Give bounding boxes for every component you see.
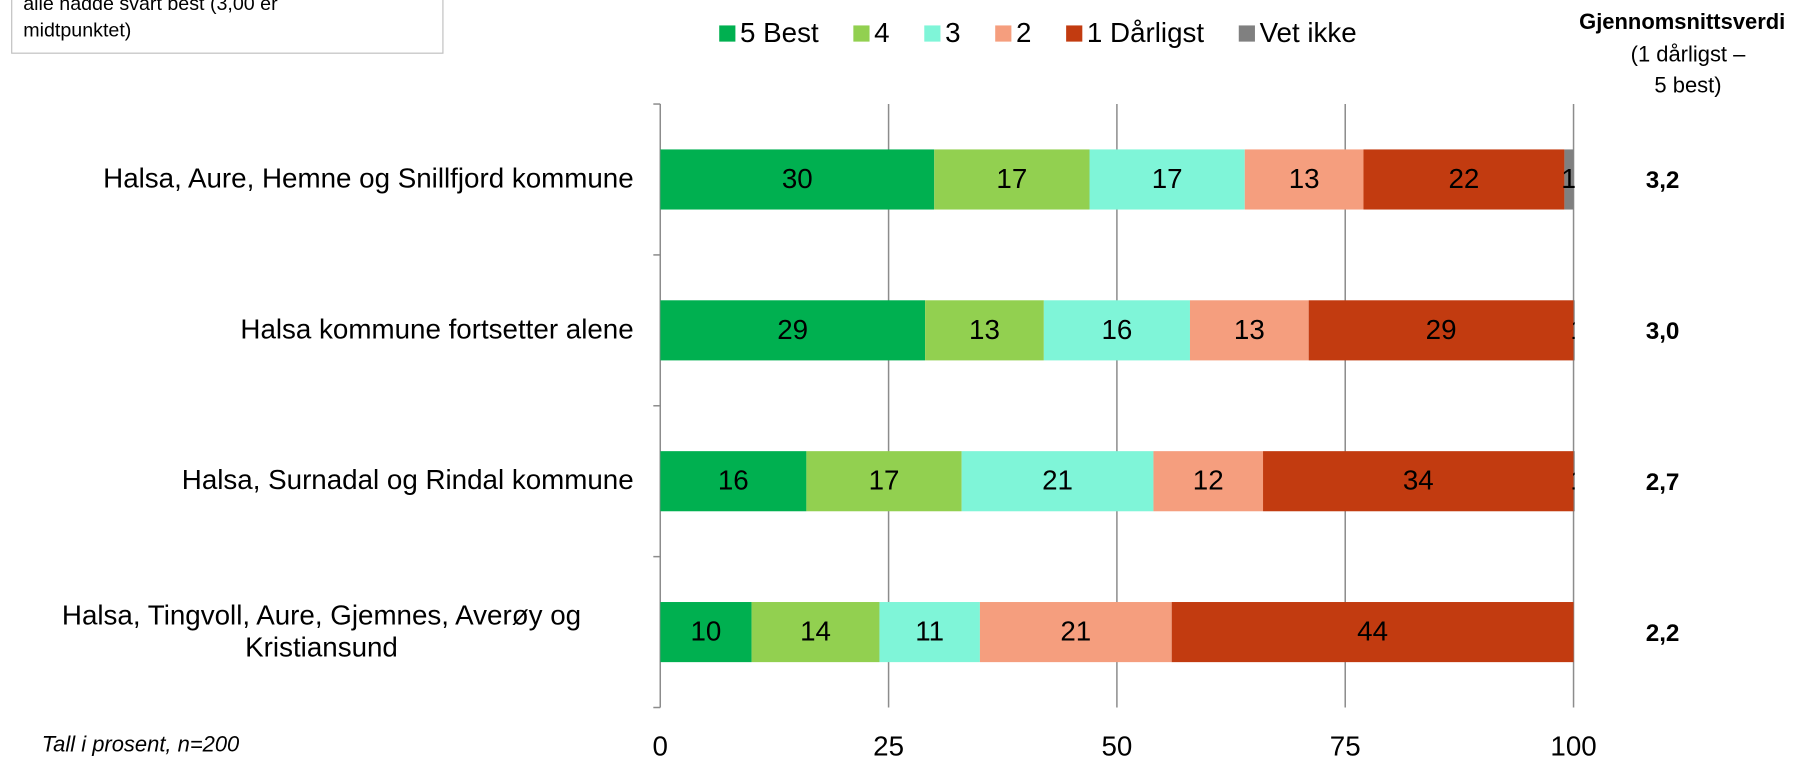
- bar-segment: [934, 149, 1090, 210]
- bar-segment: [806, 451, 962, 512]
- bar-segment: [1244, 149, 1364, 210]
- bar-segment: [1171, 602, 1574, 663]
- data-label: 34: [1403, 465, 1434, 496]
- data-label: 13: [1234, 314, 1265, 345]
- note-text: alle hadde svart best (3,00 er: [23, 0, 278, 15]
- data-label: 10: [690, 616, 721, 647]
- footnote: Tall i prosent, n=200: [42, 731, 240, 756]
- category-label-wrap: Halsa, Aure, Hemne og Snillfjord kommune: [0, 127, 634, 231]
- bar-segment: [660, 149, 935, 210]
- data-label: 11: [915, 616, 944, 647]
- category-label-box: Halsa, Aure, Hemne og Snillfjord kommune: [0, 127, 634, 231]
- mean-subtitle: 5 best): [1654, 73, 1721, 98]
- category-label-box: Halsa, Surnadal og Rindal kommune: [0, 429, 634, 533]
- bar-segment: [751, 602, 880, 663]
- legend-label: Vet ikke: [1260, 17, 1357, 48]
- data-label: 29: [777, 314, 808, 345]
- data-label: 12: [1193, 465, 1224, 496]
- data-label: 30: [782, 163, 813, 194]
- bar-segment: [1564, 149, 1574, 210]
- legend-label: 1 Dårligst: [1087, 17, 1204, 48]
- bar-segment: [1573, 300, 1575, 361]
- data-label: 16: [1101, 314, 1132, 345]
- mean-subtitle: (1 dårligst –: [1631, 41, 1746, 66]
- bars: 30 17 17 13 22 1 29 13 16 13 29 1 16 17 21 12 34 1 10 14 11 2…: [660, 149, 1585, 663]
- data-label: 21: [1060, 616, 1091, 647]
- y-tick-label: Halsa, Aure, Hemne og Snillfjord kommune: [103, 163, 634, 195]
- legend-swatch: [853, 25, 870, 42]
- bar-segment: [1573, 451, 1575, 512]
- legend-swatch: [995, 25, 1012, 42]
- bar-segment: [660, 602, 752, 663]
- mean-value: 3,0: [1646, 318, 1680, 345]
- legend-label: 3: [945, 17, 960, 48]
- legend-swatch: [719, 25, 736, 42]
- mean-value: 2,2: [1646, 620, 1680, 647]
- legend-label: 5 Best: [740, 17, 819, 48]
- bar-segment: [1189, 300, 1309, 361]
- data-label: 29: [1426, 314, 1457, 345]
- data-label: 16: [718, 465, 749, 496]
- note-text: midtpunktet): [23, 19, 131, 41]
- x-tick-label: 50: [1101, 730, 1132, 761]
- x-tick-label: 75: [1330, 730, 1361, 761]
- category-label-box: Halsa, Tingvoll, Aure, Gjemnes, Averøy o…: [0, 580, 634, 684]
- data-label: 17: [996, 163, 1027, 194]
- bar-segment: [1089, 149, 1245, 210]
- mean-value: 3,2: [1646, 167, 1680, 194]
- legend-swatch: [924, 25, 941, 42]
- bar-segment: [925, 300, 1044, 361]
- bar-segment: [660, 300, 926, 361]
- bar-segment: [1263, 451, 1574, 512]
- bar-segment: [879, 602, 980, 663]
- data-label: 22: [1449, 163, 1480, 194]
- legend-swatch: [1238, 25, 1255, 42]
- data-label: 21: [1042, 465, 1073, 496]
- legend-swatch: [1066, 25, 1083, 42]
- bar-segment: [1363, 149, 1565, 210]
- bar-segment: [1308, 300, 1574, 361]
- note-box: [11, 0, 444, 54]
- mean-title: Gjennomsnittsverdi: [1579, 9, 1785, 34]
- data-label: 1: [1570, 314, 1585, 345]
- bar-segment: [961, 451, 1154, 512]
- y-tick-label: Halsa, Surnadal og Rindal kommune: [181, 465, 634, 497]
- category-label-wrap: Halsa, Surnadal og Rindal kommune: [0, 429, 634, 533]
- data-label: 44: [1357, 616, 1388, 647]
- y-tick-label: Halsa, Tingvoll, Aure, Gjemnes, Averøy o…: [61, 599, 582, 664]
- data-label: 13: [1289, 163, 1320, 194]
- mean-value: 2,7: [1646, 469, 1680, 496]
- bar-segment: [660, 451, 807, 512]
- data-label: 1: [1561, 163, 1576, 194]
- bar-segment: [1153, 451, 1264, 512]
- data-label: 13: [969, 314, 1000, 345]
- category-label-wrap: Halsa, Tingvoll, Aure, Gjemnes, Averøy o…: [0, 580, 634, 684]
- bar-segment: [1043, 300, 1190, 361]
- x-tick-label: 0: [653, 730, 668, 761]
- data-label: 17: [1152, 163, 1183, 194]
- category-label-box: Halsa kommune fortsetter alene: [0, 278, 634, 382]
- category-label-wrap: Halsa kommune fortsetter alene: [0, 278, 634, 382]
- bar-segment: [979, 602, 1172, 663]
- legend-label: 2: [1016, 17, 1031, 48]
- legend-label: 4: [874, 17, 889, 48]
- data-label: 1: [1570, 465, 1585, 496]
- x-tick-label: 100: [1550, 730, 1596, 761]
- x-tick-label: 25: [873, 730, 904, 761]
- y-tick-label: Halsa kommune fortsetter alene: [240, 314, 634, 346]
- data-label: 17: [869, 465, 900, 496]
- data-label: 14: [800, 616, 831, 647]
